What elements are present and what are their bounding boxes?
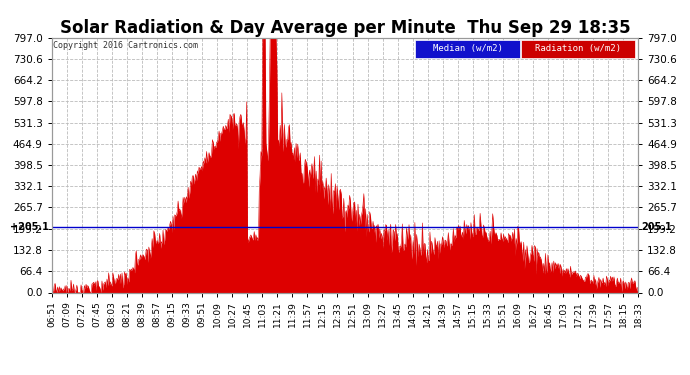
Text: Radiation (w/m2): Radiation (w/m2): [535, 44, 621, 53]
Title: Solar Radiation & Day Average per Minute  Thu Sep 29 18:35: Solar Radiation & Day Average per Minute…: [60, 20, 630, 38]
FancyBboxPatch shape: [415, 39, 520, 58]
Text: 205.1: 205.1: [641, 222, 672, 232]
Text: Copyright 2016 Cartronics.com: Copyright 2016 Cartronics.com: [53, 41, 198, 50]
Text: Median (w/m2): Median (w/m2): [433, 44, 502, 53]
FancyBboxPatch shape: [521, 39, 635, 58]
Text: +205.1: +205.1: [10, 222, 49, 232]
